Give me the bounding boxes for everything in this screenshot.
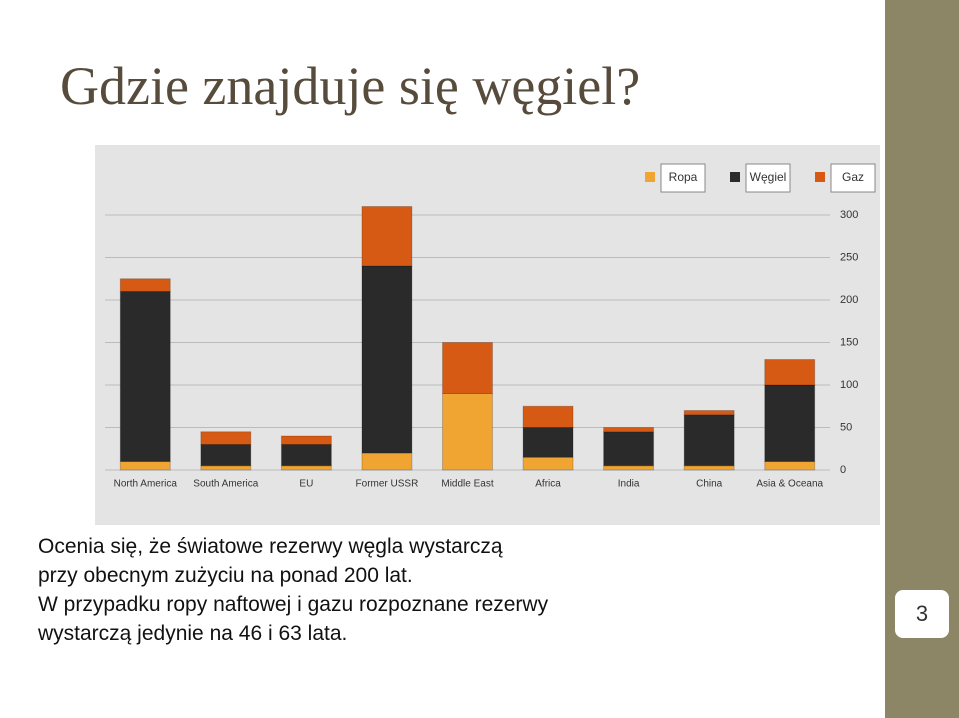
y-tick-label: 250: [840, 251, 858, 263]
bar-segment: [200, 431, 252, 445]
y-tick-label: 50: [840, 421, 852, 433]
body-line: W przypadku ropy naftowej i gazu rozpozn…: [38, 593, 549, 616]
body-line: Ocenia się, że światowe rezerwy węgla wy…: [38, 535, 503, 558]
legend-swatch: [815, 172, 825, 182]
x-tick-label: North America: [114, 479, 178, 490]
y-tick-label: 0: [840, 464, 846, 476]
x-tick-label: China: [696, 479, 723, 490]
x-tick-label: Former USSR: [356, 479, 419, 490]
bar-segment: [522, 456, 574, 471]
bar-segment: [683, 465, 735, 471]
bar-segment: [200, 444, 252, 467]
x-tick-label: Africa: [535, 479, 561, 490]
bar-segment: [603, 427, 655, 433]
bar-segment: [119, 291, 171, 462]
y-tick-label: 100: [840, 379, 858, 391]
slide-number: 3: [893, 588, 951, 640]
x-tick-label: South America: [193, 479, 258, 490]
y-tick-label: 300: [840, 209, 858, 221]
legend-swatch: [645, 172, 655, 182]
bar-segment: [683, 414, 735, 467]
bar-segment: [361, 206, 413, 267]
bar-segment: [522, 405, 574, 428]
bar-segment: [200, 465, 252, 471]
bar-segment: [764, 359, 816, 386]
chart: 0 50 100 150 200 250 300 North America South Ame…: [95, 145, 880, 525]
y-tick-label: 150: [840, 336, 858, 348]
bar-segment: [361, 452, 413, 471]
x-tick-label: India: [618, 479, 640, 490]
slide-title: Gdzie znajduje się węgiel?: [60, 56, 641, 116]
x-tick-label: Asia & Oceana: [756, 479, 823, 490]
legend-label: Węgiel: [750, 170, 787, 184]
legend-label: Gaz: [842, 170, 864, 184]
legend-label: Ropa: [669, 170, 698, 184]
bar-segment: [119, 461, 171, 471]
bar-segment: [522, 427, 574, 458]
bar-segment: [764, 384, 816, 462]
bar-segment: [683, 410, 735, 416]
x-tick-label: Middle East: [441, 479, 493, 490]
bar-segment: [603, 465, 655, 471]
bar-segment: [280, 444, 332, 467]
bar-segment: [603, 431, 655, 467]
legend-box: [830, 163, 876, 193]
body-line: wystarczą jedynie na 46 i 63 lata.: [38, 622, 348, 645]
legend-box: [745, 163, 791, 193]
y-tick-label: 200: [840, 294, 858, 306]
bar-segment: [280, 465, 332, 471]
legend-swatch: [730, 172, 740, 182]
bar-segment: [119, 278, 171, 292]
bar-segment: [361, 265, 413, 454]
legend-box: [660, 163, 706, 193]
bar-segment: [442, 342, 493, 394]
body-line: przy obecnym zużyciu na ponad 200 lat.: [38, 564, 413, 587]
bar-segment: [442, 393, 493, 471]
body-text: Ocenia się, że światowe rezerwy węgla wy…: [38, 532, 548, 648]
bar-segment: [280, 435, 332, 445]
bar-segment: [764, 461, 816, 471]
x-tick-label: EU: [299, 479, 313, 490]
